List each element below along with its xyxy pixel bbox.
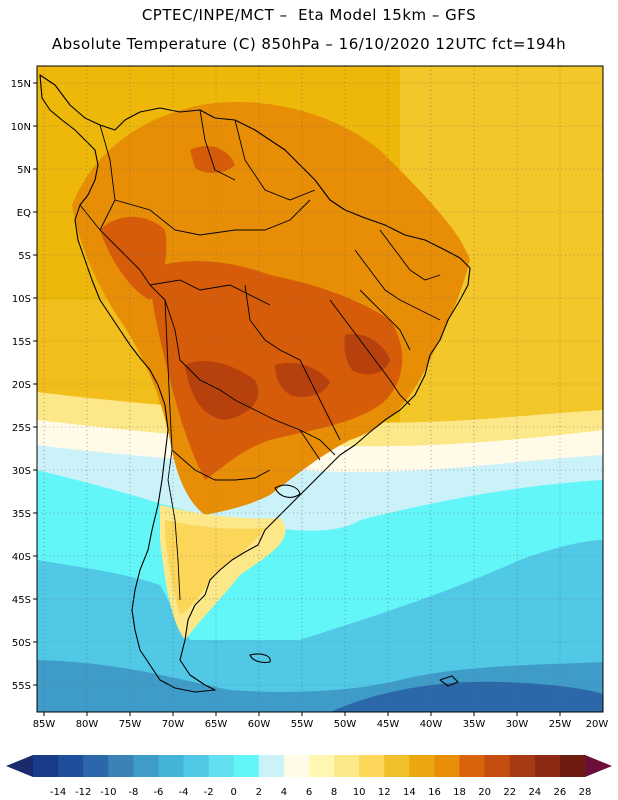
lat-label: 5N bbox=[17, 165, 31, 176]
colorbar-tick-label: 20 bbox=[478, 787, 491, 798]
colorbar: -14 -12 -10 -8 -6 -4 -2 0 2 4 6 8 10 12 14 16 18 20 22 24 26… bbox=[6, 755, 612, 798]
lat-label: 40S bbox=[12, 552, 31, 563]
lat-label: EQ bbox=[17, 208, 31, 219]
colorbar-ticks: -14 -12 -10 -8 -6 -4 -2 0 2 4 6 8 10 12 14 16 18 20 22 24 26… bbox=[50, 787, 591, 798]
lat-label: 35S bbox=[12, 509, 31, 520]
lon-label: 55W bbox=[291, 719, 314, 730]
colorbar-tick-label: 18 bbox=[453, 787, 466, 798]
colorbar-cell bbox=[108, 755, 134, 777]
lat-label: 20S bbox=[12, 380, 31, 391]
colorbar-cell bbox=[384, 755, 410, 777]
colorbar-cell bbox=[559, 755, 586, 777]
colorbar-cell bbox=[158, 755, 185, 777]
colorbar-cell bbox=[484, 755, 511, 777]
colorbar-tick-label: 8 bbox=[331, 787, 337, 798]
lat-label: 15N bbox=[11, 79, 31, 90]
colorbar-cell bbox=[208, 755, 235, 777]
latitude-labels: 15N 10N 5N EQ 5S 10S 15S 20S 25S 30S 35S… bbox=[11, 79, 31, 692]
band-neg10 bbox=[330, 681, 603, 712]
pantanal-hottest-field bbox=[275, 362, 330, 397]
lat-label: 25S bbox=[12, 423, 31, 434]
lon-label: 65W bbox=[205, 719, 228, 730]
lon-label: 40W bbox=[420, 719, 443, 730]
lat-label: 15S bbox=[12, 337, 31, 348]
lon-label: 35W bbox=[463, 719, 486, 730]
band-neg2 bbox=[37, 540, 603, 712]
lon-label: 60W bbox=[248, 719, 271, 730]
colorbar-tick-label: -12 bbox=[75, 787, 91, 798]
colorbar-tick-label: 6 bbox=[306, 787, 312, 798]
colorbar-tick-label: -4 bbox=[179, 787, 189, 798]
colorbar-tick-label: 22 bbox=[503, 787, 516, 798]
lon-label: 75W bbox=[119, 719, 142, 730]
chart-title-line2: Absolute Temperature (C) 850hPa – 16/10/… bbox=[51, 35, 567, 53]
lon-label: 30W bbox=[506, 719, 529, 730]
colorbar-tick-label: 24 bbox=[528, 787, 541, 798]
colorbar-cell bbox=[58, 755, 84, 777]
colorbar-cell bbox=[258, 755, 285, 777]
lat-label: 55S bbox=[12, 681, 31, 692]
lat-label: 10S bbox=[12, 294, 31, 305]
lon-label: 20W bbox=[586, 719, 609, 730]
colorbar-tick-label: 0 bbox=[231, 787, 237, 798]
colorbar-tick-label: -6 bbox=[153, 787, 163, 798]
colorbar-tick-label: 26 bbox=[554, 787, 567, 798]
map-fields bbox=[37, 66, 603, 712]
lat-label: 30S bbox=[12, 466, 31, 477]
colorbar-cell bbox=[534, 755, 561, 777]
colorbar-tick-label: 16 bbox=[428, 787, 441, 798]
colorbar-tick-label: 14 bbox=[403, 787, 416, 798]
colorbar-tick-label: 28 bbox=[579, 787, 592, 798]
lat-label: 45S bbox=[12, 595, 31, 606]
colorbar-right-arrow bbox=[585, 755, 612, 777]
lat-label: 5S bbox=[18, 251, 31, 262]
lat-label: 50S bbox=[12, 638, 31, 649]
colorbar-cell bbox=[359, 755, 385, 777]
colorbar-cell bbox=[309, 755, 335, 777]
lon-label: 70W bbox=[162, 719, 185, 730]
lon-label: 25W bbox=[549, 719, 572, 730]
lat-label: 10N bbox=[11, 122, 31, 133]
chart-title-line1: CPTEC/INPE/MCT – Eta Model 15km – GFS bbox=[141, 6, 477, 24]
axis-ticks bbox=[33, 82, 561, 716]
colorbar-cell bbox=[233, 755, 260, 777]
colorbar-tick-label: 4 bbox=[281, 787, 287, 798]
colorbar-cell bbox=[283, 755, 310, 777]
coastline bbox=[39, 74, 471, 693]
lon-label: 80W bbox=[76, 719, 99, 730]
colorbar-tick-label: -2 bbox=[204, 787, 214, 798]
map-frame bbox=[36, 65, 604, 713]
country-borders bbox=[79, 109, 441, 601]
colorbar-tick-label: -10 bbox=[100, 787, 116, 798]
colorbar-tick-label: 10 bbox=[353, 787, 366, 798]
lon-label: 45W bbox=[377, 719, 400, 730]
colorbar-tick-label: -8 bbox=[128, 787, 138, 798]
venezuela-hot-field bbox=[190, 145, 235, 173]
chaco-hottest-field bbox=[185, 360, 259, 420]
colorbar-cell bbox=[409, 755, 435, 777]
colorbar-cell bbox=[133, 755, 159, 777]
lon-label: 50W bbox=[334, 719, 357, 730]
colorbar-tick-label: -14 bbox=[50, 787, 66, 798]
colorbar-tick-label: 2 bbox=[256, 787, 262, 798]
colorbar-cells bbox=[33, 755, 586, 777]
colorbar-cell bbox=[183, 755, 210, 777]
colorbar-cell bbox=[334, 755, 360, 777]
lon-label: 85W bbox=[33, 719, 56, 730]
northwest-hot-field bbox=[100, 216, 167, 300]
colorbar-left-arrow bbox=[6, 755, 33, 777]
colorbar-cell bbox=[33, 755, 59, 777]
colorbar-cell bbox=[434, 755, 461, 777]
patagonia-inner-field bbox=[165, 520, 265, 615]
colorbar-cell bbox=[83, 755, 109, 777]
colorbar-tick-label: 12 bbox=[378, 787, 391, 798]
colorbar-cell bbox=[509, 755, 536, 777]
colorbar-cell bbox=[459, 755, 486, 777]
longitude-labels: 85W 80W 75W 70W 65W 60W 55W 50W 45W 40W … bbox=[33, 719, 609, 730]
